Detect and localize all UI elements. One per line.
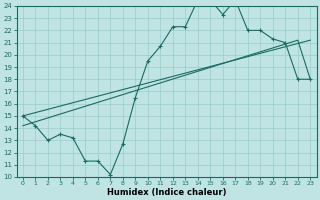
X-axis label: Humidex (Indice chaleur): Humidex (Indice chaleur): [107, 188, 226, 197]
